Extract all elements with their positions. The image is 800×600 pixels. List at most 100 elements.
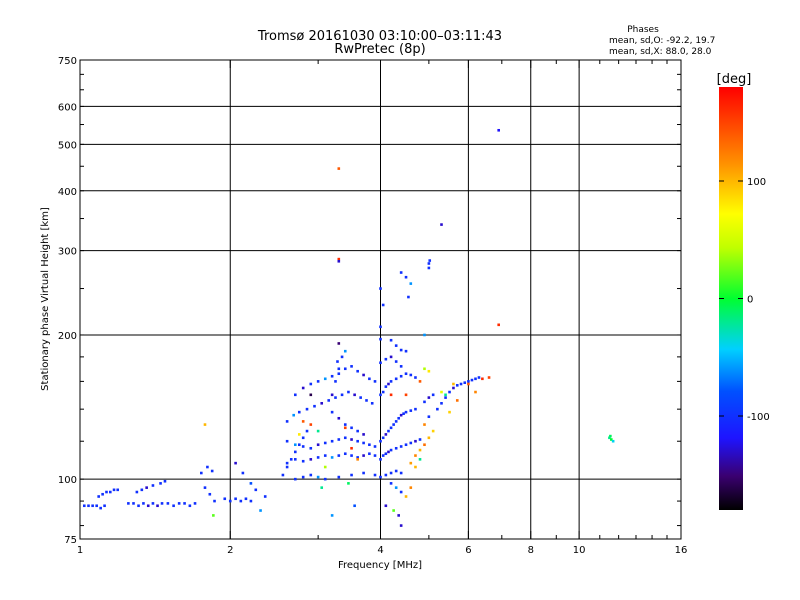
data-point <box>384 473 388 477</box>
data-point <box>368 443 371 447</box>
data-point <box>356 429 359 433</box>
scatter-points <box>82 128 615 527</box>
data-point <box>350 426 353 430</box>
data-point <box>294 443 297 447</box>
data-point <box>337 416 341 420</box>
data-point <box>384 452 388 456</box>
data-point <box>223 497 227 501</box>
data-point <box>309 423 313 426</box>
data-point <box>399 490 403 494</box>
data-point <box>399 445 403 448</box>
data-point <box>389 380 393 383</box>
data-point <box>463 381 467 384</box>
data-point <box>327 399 331 402</box>
data-point <box>381 436 385 440</box>
data-point <box>193 502 197 505</box>
x-axis-label: Frequency [MHz] <box>338 560 422 571</box>
data-point <box>356 439 359 443</box>
data-point <box>297 433 301 436</box>
data-point <box>340 355 344 359</box>
data-point <box>330 374 334 378</box>
data-point <box>337 372 341 376</box>
data-point <box>336 360 339 363</box>
data-point <box>323 454 327 457</box>
data-point <box>384 357 388 361</box>
data-point <box>353 504 356 508</box>
data-point <box>409 441 413 445</box>
data-point <box>368 452 371 456</box>
data-point <box>337 167 341 170</box>
data-point <box>418 380 422 383</box>
data-point <box>142 502 145 505</box>
data-point <box>379 439 382 443</box>
x-tick-label: 10 <box>573 545 586 556</box>
data-point <box>387 382 390 386</box>
data-point <box>347 390 350 394</box>
data-point <box>301 386 305 390</box>
data-point <box>423 400 426 404</box>
data-point <box>389 393 393 397</box>
y-tick-label: 500 <box>58 140 77 151</box>
data-point <box>394 377 398 381</box>
data-point <box>112 488 116 492</box>
data-point <box>330 514 334 517</box>
data-point <box>392 509 395 512</box>
data-point <box>334 396 337 399</box>
y-tick-label: 100 <box>58 475 77 486</box>
x-tick-label: 8 <box>528 545 534 556</box>
data-point <box>244 497 248 501</box>
data-point <box>323 441 327 445</box>
data-point <box>423 423 426 426</box>
data-point <box>381 390 385 394</box>
data-point <box>409 486 413 489</box>
data-point <box>448 410 451 414</box>
data-point <box>404 372 408 376</box>
data-point <box>249 499 253 503</box>
data-point <box>379 458 382 461</box>
data-point <box>444 396 447 399</box>
chart-subtitle: RwPretec (8p) <box>334 42 425 57</box>
data-point <box>467 382 470 386</box>
data-point <box>373 445 377 448</box>
data-point <box>370 402 374 405</box>
data-point <box>156 504 159 508</box>
data-point <box>399 348 403 352</box>
data-point <box>414 376 417 379</box>
phase-x-stats: mean, sd,X: 88.0, 28.0 <box>609 47 712 57</box>
data-point <box>309 458 313 461</box>
data-point <box>254 488 258 492</box>
data-point <box>208 492 212 496</box>
data-point <box>409 409 413 412</box>
data-point <box>212 514 215 517</box>
data-point <box>350 454 353 457</box>
data-point <box>362 373 365 377</box>
data-point <box>431 429 435 433</box>
data-point <box>132 502 135 505</box>
data-point <box>418 438 422 441</box>
data-point <box>394 360 398 363</box>
data-point <box>452 382 455 386</box>
data-point <box>301 445 305 448</box>
data-point <box>444 393 447 397</box>
data-point <box>389 471 393 475</box>
data-point <box>350 446 353 450</box>
data-point <box>414 465 417 469</box>
data-point <box>427 266 431 270</box>
data-point <box>455 384 459 387</box>
y-tick-labels: 75 100 200 300 400 500 600 750 <box>58 56 77 546</box>
data-point <box>294 458 297 461</box>
data-point <box>356 458 359 461</box>
data-point <box>418 458 422 461</box>
data-point <box>448 390 451 394</box>
data-point <box>210 469 214 473</box>
data-point <box>316 443 320 447</box>
data-point <box>316 380 320 383</box>
data-point <box>343 426 347 430</box>
y-tick-label: 600 <box>58 102 77 113</box>
data-point <box>343 452 347 456</box>
x-tick-label: 6 <box>465 545 471 556</box>
data-point <box>399 374 403 378</box>
data-point <box>334 380 337 383</box>
data-point <box>320 486 324 489</box>
data-point <box>301 459 305 463</box>
